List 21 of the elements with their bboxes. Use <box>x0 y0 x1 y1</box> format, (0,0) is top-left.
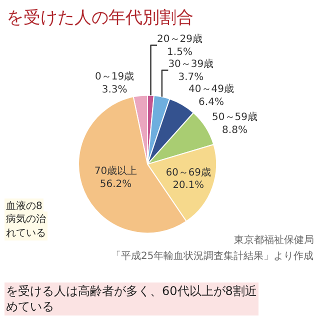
data-label: 8.8% <box>222 125 248 136</box>
data-label: 1.5% <box>167 46 192 58</box>
text: 「平成25年輸血状況調査集計結果」より作成 <box>111 250 314 262</box>
slice-label: 60～69歳 <box>166 166 211 178</box>
slice-label: 70歳以上 <box>94 165 138 178</box>
text: 病気の治 <box>6 213 46 225</box>
slice-label: 30～39歳 <box>168 58 214 70</box>
slice-label: 40～49歳 <box>188 82 234 95</box>
data-label: 6.4% <box>198 96 224 108</box>
slice-label: 20～29歳 <box>157 32 202 45</box>
data-label: 20.1% <box>172 180 204 192</box>
slice-label: 0～19歳 <box>95 70 134 83</box>
data-label: 3.3% <box>102 84 128 96</box>
text: 血液の8 <box>6 200 42 212</box>
text: 東京都福祉保健局 <box>234 234 314 246</box>
text: を受ける人は高齢者が多く、60代以上が8割近めている <box>6 284 257 314</box>
data-label: 56.2% <box>100 179 132 190</box>
chart-title: を受けた人の年代別割合 <box>6 8 194 28</box>
data-label: 3.7% <box>178 72 204 83</box>
slice-label: 50～59歳 <box>212 111 258 124</box>
text: れている <box>6 228 46 239</box>
